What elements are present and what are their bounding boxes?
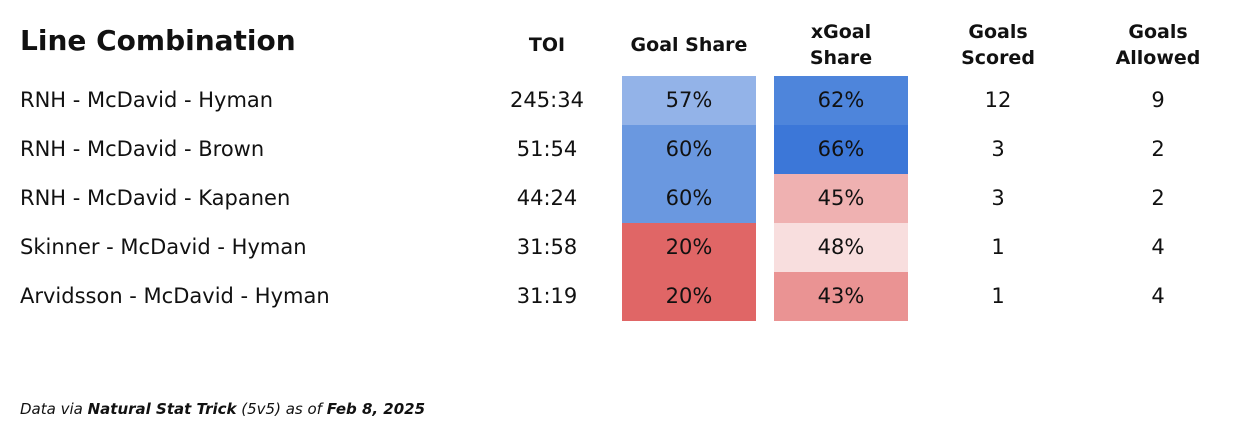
cell: 3: [991, 137, 1005, 161]
cell: 9: [1151, 88, 1165, 112]
cell: 245:34: [510, 88, 584, 112]
cell: 1: [991, 235, 1005, 259]
share-cell: 66%: [774, 125, 908, 174]
cell: 51:54: [516, 137, 578, 161]
line-name: Arvidsson - McDavid - Hyman: [20, 284, 330, 308]
cell: 4: [1151, 235, 1165, 259]
cell: 1: [991, 284, 1005, 308]
share-cell: 57%: [622, 76, 756, 125]
share-cell: 43%: [774, 272, 908, 321]
share-cell: 20%: [622, 272, 756, 321]
column-header: Goals Scored: [961, 21, 1035, 69]
cell: 2: [1151, 186, 1165, 210]
cell: 3: [991, 186, 1005, 210]
cell: 31:19: [516, 284, 578, 308]
line-name: RNH - McDavid - Hyman: [20, 88, 274, 112]
share-cell: 60%: [622, 174, 756, 223]
column-header: Goal Share: [630, 34, 748, 56]
line-name: RNH - McDavid - Brown: [20, 137, 265, 161]
share-cell: 48%: [774, 223, 908, 272]
share-cell: 20%: [622, 223, 756, 272]
line-name: RNH - McDavid - Kapanen: [20, 186, 291, 210]
cell: 2: [1151, 137, 1165, 161]
cell: 4: [1151, 284, 1165, 308]
column-header: Goals Allowed: [1115, 21, 1201, 69]
footer-date: Feb 8, 2025: [326, 400, 426, 418]
cell: 44:24: [516, 186, 578, 210]
column-header: xGoal Share: [809, 21, 873, 69]
share-cell: 45%: [774, 174, 908, 223]
share-cell: 60%: [622, 125, 756, 174]
footer-text: (5v5) as of: [241, 400, 322, 418]
footer: Data via Natural Stat Trick (5v5) as of …: [20, 400, 425, 418]
line-name: Skinner - McDavid - Hyman: [20, 235, 307, 259]
cell: 12: [984, 88, 1012, 112]
column-header: TOI: [528, 34, 566, 56]
footer-text: Data via: [20, 400, 83, 418]
footer-source: Natural Stat Trick: [87, 400, 237, 418]
column-header: Line Combination: [20, 24, 296, 57]
share-cell: 62%: [774, 76, 908, 125]
cell: 31:58: [516, 235, 578, 259]
